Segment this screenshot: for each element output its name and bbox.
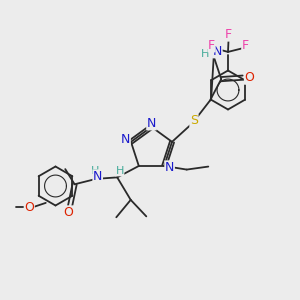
Text: N: N: [213, 45, 222, 58]
Text: F: F: [242, 39, 249, 52]
Text: H: H: [116, 166, 124, 176]
Text: N: N: [93, 170, 102, 183]
Text: N: N: [165, 161, 174, 174]
Text: O: O: [24, 201, 34, 214]
Text: N: N: [147, 117, 156, 130]
Text: F: F: [208, 39, 215, 52]
Text: F: F: [225, 28, 232, 41]
Text: N: N: [121, 133, 130, 146]
Text: H: H: [201, 49, 209, 59]
Text: O: O: [244, 71, 254, 84]
Text: S: S: [190, 114, 198, 127]
Text: H: H: [91, 167, 99, 176]
Text: O: O: [64, 206, 74, 219]
